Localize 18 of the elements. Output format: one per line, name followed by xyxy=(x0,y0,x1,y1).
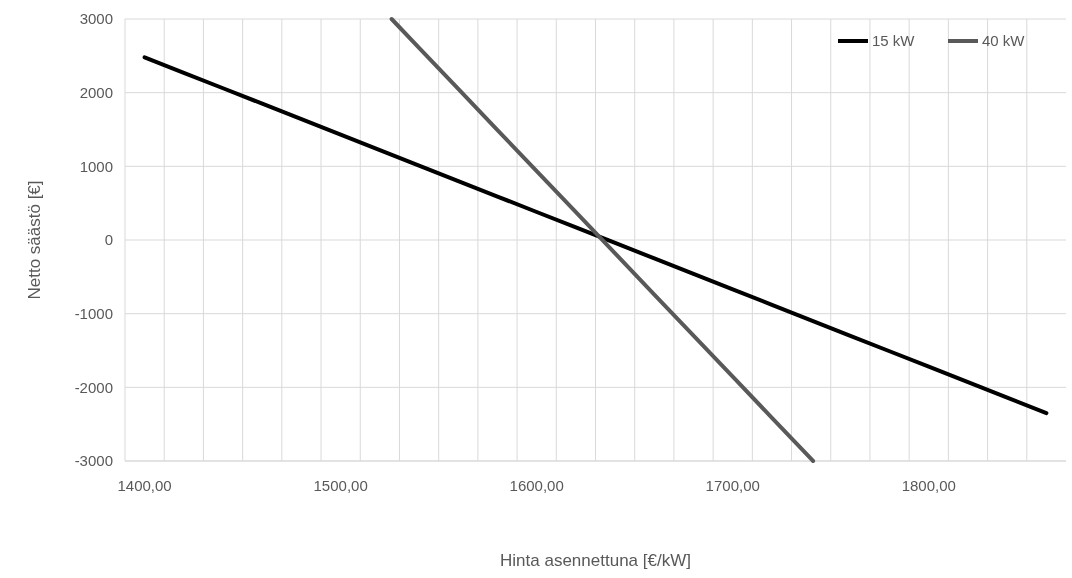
x-tick-label: 1700,00 xyxy=(705,477,760,494)
y-tick-label: 3000 xyxy=(79,10,113,28)
x-tick-label: 1600,00 xyxy=(509,477,564,494)
line-series xyxy=(142,55,1049,416)
y-tick-label: 2000 xyxy=(79,83,113,101)
y-tick-label: 1000 xyxy=(79,157,113,175)
x-tick-label: 1800,00 xyxy=(901,477,956,494)
line-series xyxy=(389,17,816,463)
x-tick-label: 1400,00 xyxy=(117,477,172,494)
x-tick-label: 1500,00 xyxy=(313,477,368,494)
legend-label: 40 kW xyxy=(982,32,1026,50)
y-tick-label: -1000 xyxy=(74,304,113,322)
legend-label: 15 kW xyxy=(872,32,916,50)
y-tick-label: 0 xyxy=(104,231,113,249)
x-axis-title: Hinta asennettuna [€/kW] xyxy=(500,551,691,570)
y-tick-label: -3000 xyxy=(74,452,113,470)
y-axis-title: Netto säästö [€] xyxy=(25,180,44,300)
y-tick-label: -2000 xyxy=(74,378,113,396)
